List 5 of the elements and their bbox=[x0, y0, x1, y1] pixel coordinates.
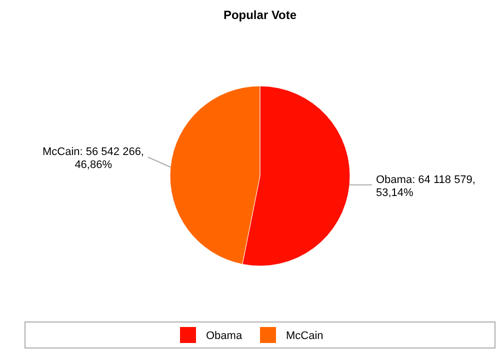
legend-label: Obama bbox=[206, 330, 243, 342]
chart-title: Popular Vote bbox=[223, 8, 297, 22]
legend-label: McCain bbox=[286, 330, 324, 342]
data-label: Obama: 64 118 579, 53,14% bbox=[376, 174, 476, 199]
data-label: McCain: 56 542 266, 46,86% bbox=[42, 146, 144, 172]
